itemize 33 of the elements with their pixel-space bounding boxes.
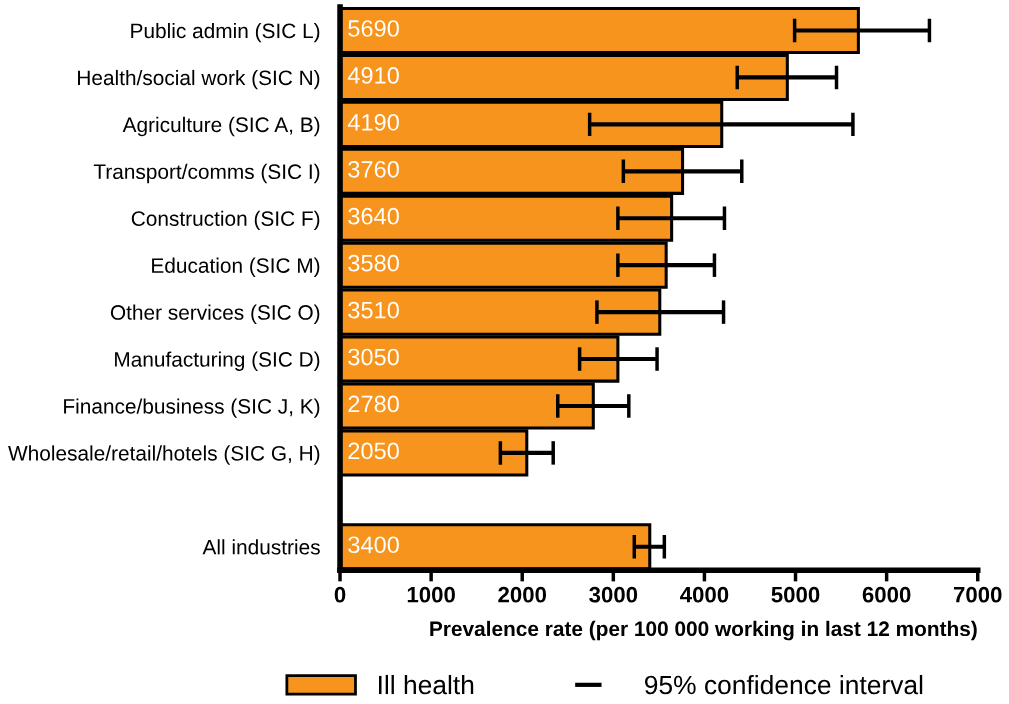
y-tick-label: Other services (SIC O) — [110, 304, 320, 324]
legend-label: Ill health — [379, 674, 474, 695]
text: 95% confidence interval — [645, 674, 923, 695]
y-tick-label: Public admin (SIC L) — [131, 22, 320, 43]
y-tick-label: Manufacturing (SIC D) — [115, 351, 320, 371]
y-tick-label: All industries — [202, 539, 320, 555]
data-label: 3640 — [348, 207, 399, 225]
data-label: 3510 — [348, 301, 399, 319]
y-tick-label: Health/social work (SIC N) — [78, 69, 320, 90]
x-tick-label: 6000 — [862, 586, 911, 603]
data-label: 3400 — [348, 536, 399, 554]
x-tick-label: 3000 — [589, 586, 638, 603]
data-label: 4910 — [347, 67, 399, 84]
y-tick-label: Agriculture (SIC A, B) — [122, 116, 320, 137]
data-label: 3760 — [348, 160, 399, 178]
data-label: 2780 — [348, 395, 399, 413]
x-tick-label: 7000 — [953, 586, 1002, 603]
x-tick-label: 5000 — [771, 586, 820, 603]
x-axis-title: Prevalence rate (per 100 000 working in last 12 months) — [430, 620, 977, 641]
data-label: 2050 — [348, 442, 399, 460]
data-label: 5690 — [348, 20, 399, 37]
y-tick-label: Construction (SIC F) — [131, 210, 320, 231]
x-tick-label: 2000 — [498, 586, 547, 603]
y-tick-label: Transport/comms (SIC I) — [93, 163, 320, 184]
x-tick-label: 0 — [334, 586, 346, 603]
x-tick-label: 4000 — [680, 586, 729, 603]
y-tick-label: Education (SIC M) — [152, 257, 320, 278]
y-tick-label: Wholesale/retail/hotels (SIC G, H) — [8, 445, 320, 465]
data-label: 3580 — [348, 254, 399, 272]
x-tick-label: 1000 — [407, 586, 455, 603]
data-label: 3050 — [348, 348, 399, 366]
y-tick-label: Finance/business (SIC J, K) — [64, 398, 320, 418]
data-label: 4190 — [347, 113, 399, 131]
